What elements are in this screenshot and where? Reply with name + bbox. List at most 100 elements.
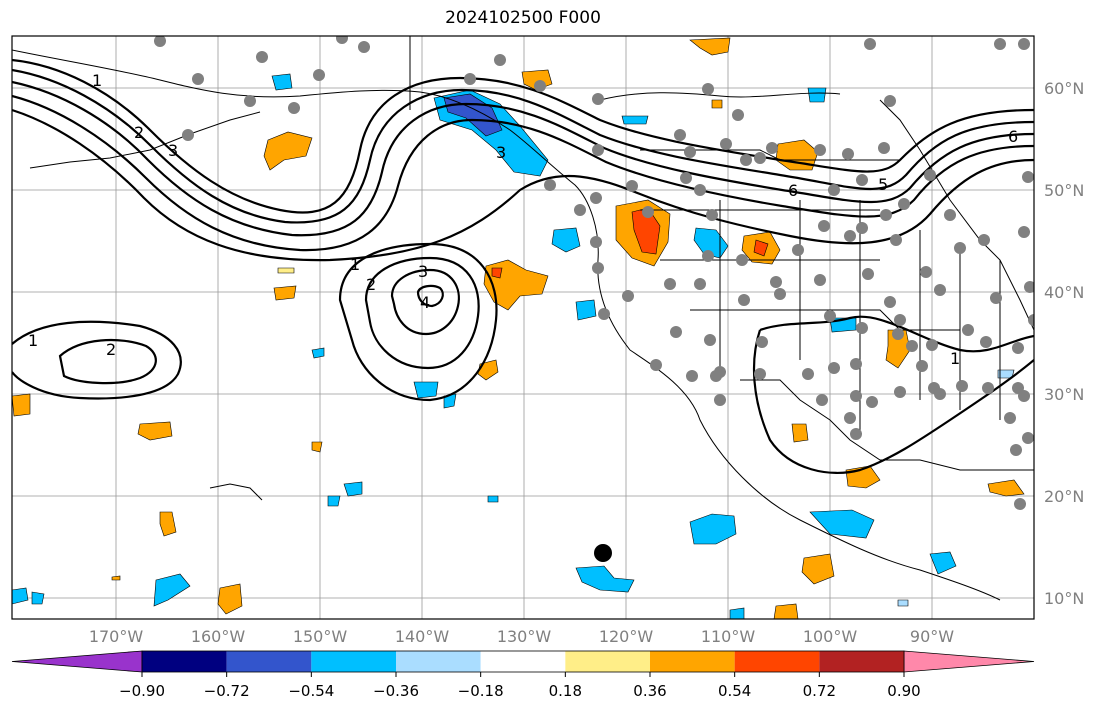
station-dot — [732, 109, 744, 121]
station-dot — [844, 230, 856, 242]
colorbar-tick-label: 0.36 — [633, 682, 666, 700]
station-dot — [770, 276, 782, 288]
station-dot — [592, 93, 604, 105]
station-dot — [884, 95, 896, 107]
station-dot — [686, 370, 698, 382]
station-dot — [884, 296, 896, 308]
station-dot — [1014, 498, 1026, 510]
colorbar-extend-low — [11, 650, 143, 673]
station-dot — [906, 340, 918, 352]
station-dot — [720, 138, 732, 150]
station-dot — [978, 234, 990, 246]
station-dot — [1022, 432, 1034, 444]
station-dot — [816, 394, 828, 406]
latitude-label: 10°N — [1044, 589, 1084, 608]
longitude-label: 170°W — [89, 627, 144, 646]
station-dot — [738, 294, 750, 306]
contours — [12, 58, 1034, 474]
station-dot — [664, 278, 676, 290]
station-dot — [694, 184, 706, 196]
negative-area — [575, 565, 635, 593]
station-dot — [702, 250, 714, 262]
colorbar-segment — [565, 651, 650, 672]
longitude-label: 120°W — [599, 627, 654, 646]
station-dot — [714, 366, 726, 378]
map-title: 2024102500 F000 — [445, 8, 601, 28]
station-dot — [590, 236, 602, 248]
colorbar-segment — [311, 651, 396, 672]
contour-label: 1 — [350, 255, 360, 274]
contour-label: 3 — [418, 262, 428, 281]
station-dot — [592, 144, 604, 156]
station-dot — [288, 102, 300, 114]
colorbar-extend-high — [903, 650, 1035, 673]
positive-area — [12, 393, 31, 417]
longitude-label: 100°W — [803, 627, 858, 646]
contour-label: 3 — [496, 143, 506, 162]
negative-area — [31, 591, 45, 605]
station-dot — [626, 180, 638, 192]
station-dot — [358, 41, 370, 53]
negative-area — [327, 495, 341, 507]
station-dot — [706, 209, 718, 221]
negative-area — [621, 115, 649, 125]
station-dot — [878, 142, 890, 154]
positive-area — [111, 575, 121, 581]
colorbar-tick-label: 0.18 — [549, 682, 582, 700]
station-dot — [924, 169, 936, 181]
station-dot — [774, 288, 786, 300]
negative-area — [551, 227, 581, 253]
station-dot — [574, 204, 586, 216]
colorbar-frame — [141, 650, 905, 673]
station-dot — [182, 129, 194, 141]
station-dot — [702, 83, 714, 95]
station-dot — [674, 129, 686, 141]
positive-area-high — [491, 267, 503, 279]
station-dot — [740, 154, 752, 166]
station-dot — [256, 51, 268, 63]
positive-area — [273, 285, 297, 301]
station-dot — [756, 336, 768, 348]
positive-area — [159, 511, 177, 537]
contour-label: 1 — [92, 71, 102, 90]
longitude-labels: 170°W 160°W 150°W 140°W 130°W 120°W 110°W 100°W… — [89, 627, 954, 646]
station-dot — [920, 266, 932, 278]
station-dot — [534, 80, 546, 92]
station-dot — [192, 73, 204, 85]
station-dot — [814, 274, 826, 286]
station-dot — [622, 290, 634, 302]
station-dot — [842, 148, 854, 160]
positive-area — [277, 267, 295, 274]
station-dot — [1018, 38, 1030, 50]
contour-label: 2 — [134, 123, 144, 142]
colorbar-tick-label: 0.54 — [718, 682, 751, 700]
negative-area — [689, 513, 737, 545]
station-dot — [856, 174, 868, 186]
station-dot — [894, 314, 906, 326]
positive-area — [711, 99, 723, 109]
station-dot — [956, 380, 968, 392]
colorbar-segment — [396, 651, 481, 672]
contour-label: 2 — [106, 340, 116, 359]
colorbar: −0.90 −0.72 −0.54 −0.36 −0.18 0.18 0.36 0.54 0.7… — [11, 650, 1035, 700]
station-dot — [844, 412, 856, 424]
station-dot — [926, 339, 938, 351]
negative-area — [487, 495, 499, 503]
station-dot — [754, 152, 766, 164]
station-dot — [244, 95, 256, 107]
positive-area — [773, 603, 799, 619]
station-dot — [890, 234, 902, 246]
colorbar-tick-label: −0.72 — [204, 682, 250, 700]
contour-label: 5 — [878, 175, 888, 194]
station-dot — [856, 322, 868, 334]
negative-area — [809, 509, 875, 539]
station-dot — [464, 73, 476, 85]
negative-area — [729, 607, 745, 619]
latitude-labels: 60°N 50°N 40°N 30°N 20°N 10°N — [1044, 79, 1084, 608]
station-dot — [980, 336, 992, 348]
station-dot — [828, 362, 840, 374]
contour-label: 6 — [788, 181, 798, 200]
colorbar-tick-label: 0.90 — [887, 682, 920, 700]
colorbar-segment — [480, 651, 566, 672]
colorbar-segment — [226, 651, 312, 672]
